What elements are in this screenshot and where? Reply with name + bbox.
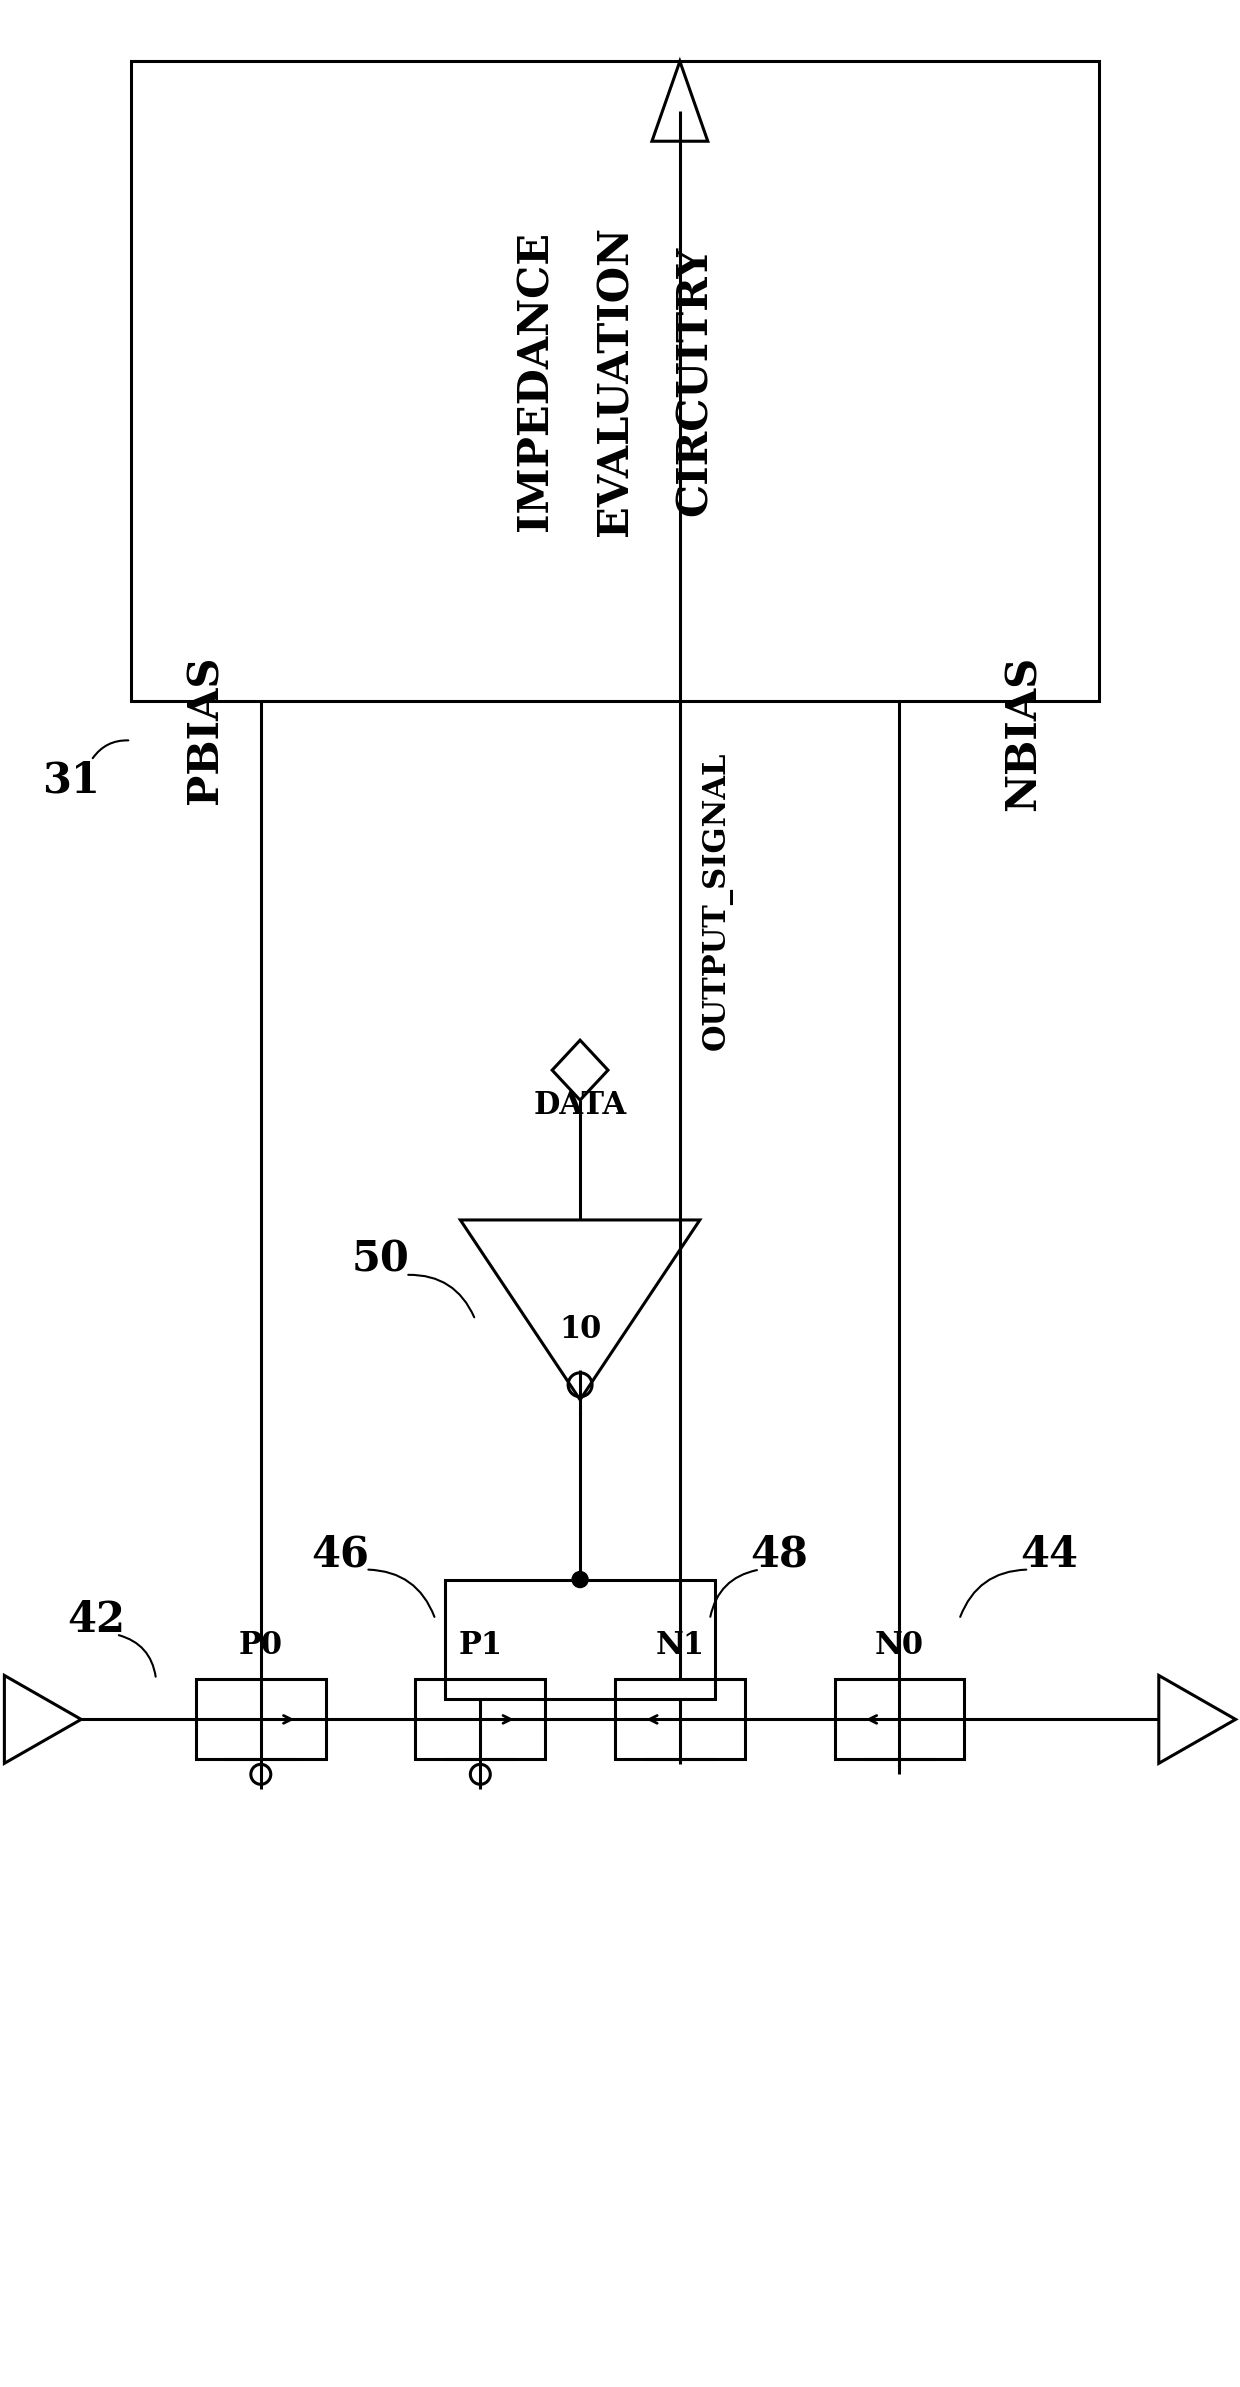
Text: CIRCUITRY: CIRCUITRY <box>673 246 715 516</box>
Bar <box>835 1680 965 1759</box>
Bar <box>196 1680 326 1759</box>
Bar <box>131 62 1099 699</box>
Text: 10: 10 <box>559 1315 601 1346</box>
Text: OUTPUT_SIGNAL: OUTPUT_SIGNAL <box>702 752 733 1050</box>
Text: P0: P0 <box>239 1630 283 1661</box>
Text: 42: 42 <box>67 1599 125 1640</box>
Text: 48: 48 <box>750 1532 808 1575</box>
Bar <box>445 1580 714 1700</box>
Text: EVALUATION: EVALUATION <box>594 227 636 537</box>
Text: PBIAS: PBIAS <box>185 656 227 804</box>
Text: 50: 50 <box>352 1239 409 1282</box>
Text: 44: 44 <box>1021 1532 1078 1575</box>
Text: 31: 31 <box>42 759 100 802</box>
Text: NBIAS: NBIAS <box>1003 656 1045 812</box>
Text: 46: 46 <box>311 1532 370 1575</box>
Bar <box>615 1680 745 1759</box>
Text: N0: N0 <box>875 1630 924 1661</box>
Text: DATA: DATA <box>533 1091 626 1122</box>
Text: P1: P1 <box>459 1630 502 1661</box>
Circle shape <box>572 1571 588 1587</box>
Bar <box>415 1680 546 1759</box>
Text: IMPEDANCE: IMPEDANCE <box>515 232 557 530</box>
Text: N1: N1 <box>656 1630 704 1661</box>
